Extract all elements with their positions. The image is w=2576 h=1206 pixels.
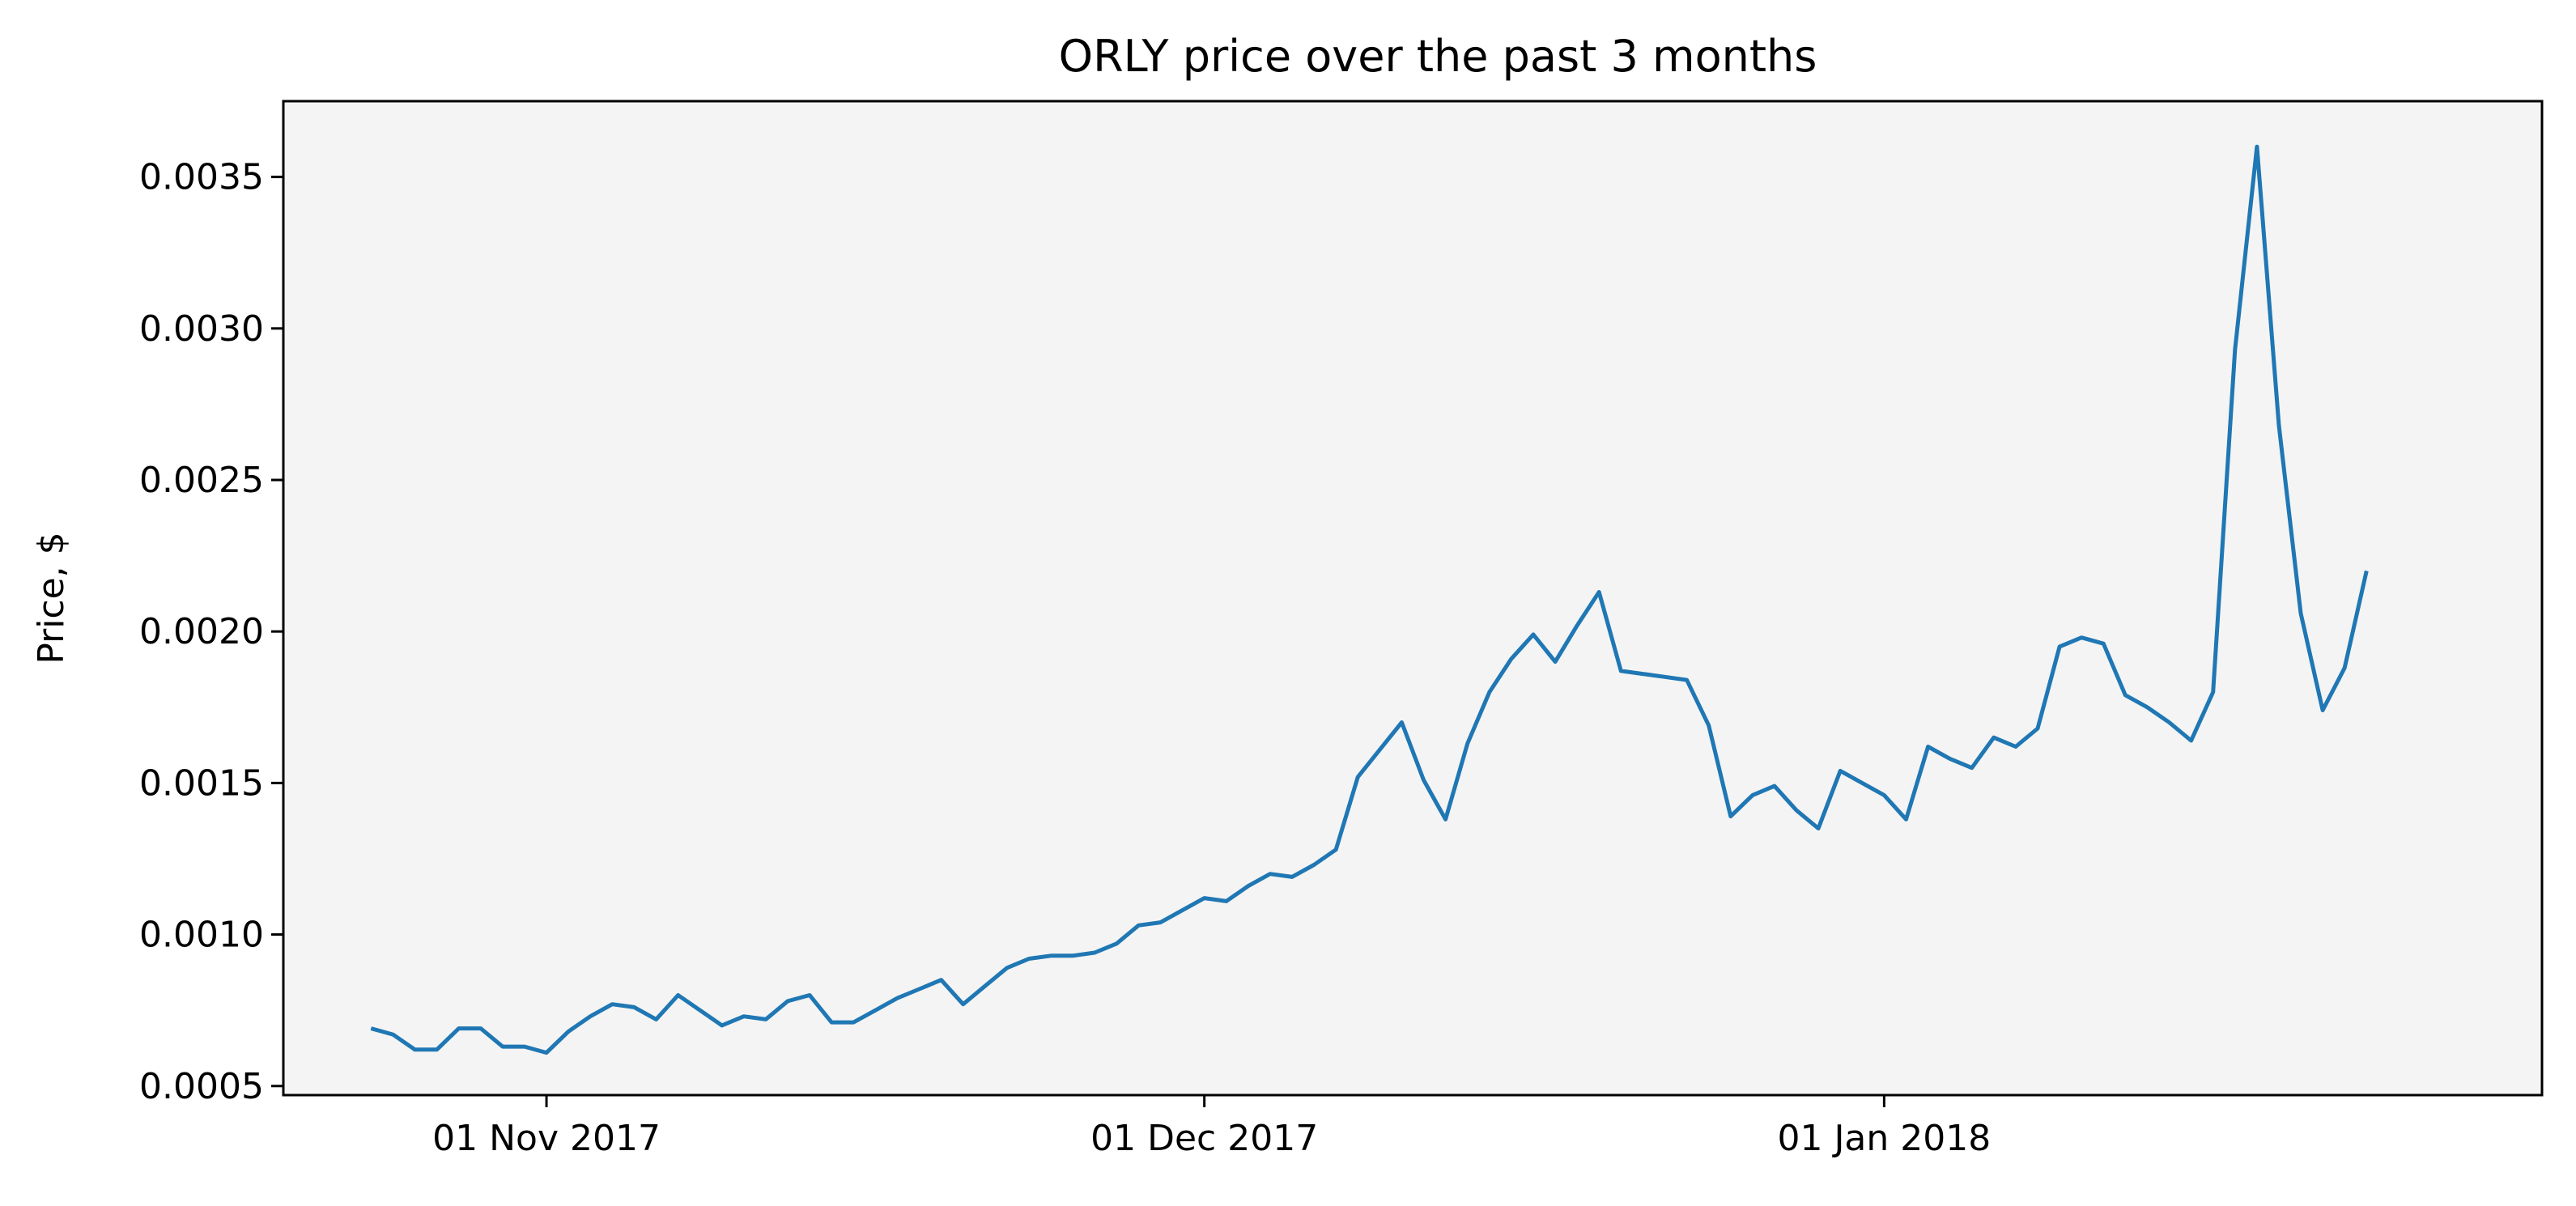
series-line-0	[370, 144, 2369, 1055]
x-tick-label: 01 Dec 2017	[1090, 1118, 1318, 1159]
y-tick-label: 0.0015	[139, 762, 264, 804]
y-tick-label: 0.0035	[139, 157, 264, 198]
y-tick-label: 0.0020	[139, 611, 264, 652]
y-tick-label: 0.0030	[139, 308, 264, 350]
plot-area	[283, 101, 2542, 1095]
chart-title: ORLY price over the past 3 months	[1059, 31, 1817, 82]
series-layer	[370, 144, 2369, 1055]
plot-frame	[282, 100, 2544, 1097]
x-tick-label: 01 Nov 2017	[432, 1118, 661, 1159]
y-tick-label: 0.0025	[139, 460, 264, 501]
y-axis: 0.0005 0.0010 0.0015 0.0020 0.0025 0.0030 0.00…	[139, 157, 283, 1107]
y-tick-label: 0.0005	[139, 1066, 264, 1107]
x-tick-label: 01 Jan 2018	[1777, 1118, 1991, 1159]
y-tick-label: 0.0010	[139, 915, 264, 956]
x-axis: 01 Nov 2017 01 Dec 2017 01 Jan 2018	[432, 1095, 1991, 1159]
y-axis-label: Price, $	[31, 532, 72, 664]
